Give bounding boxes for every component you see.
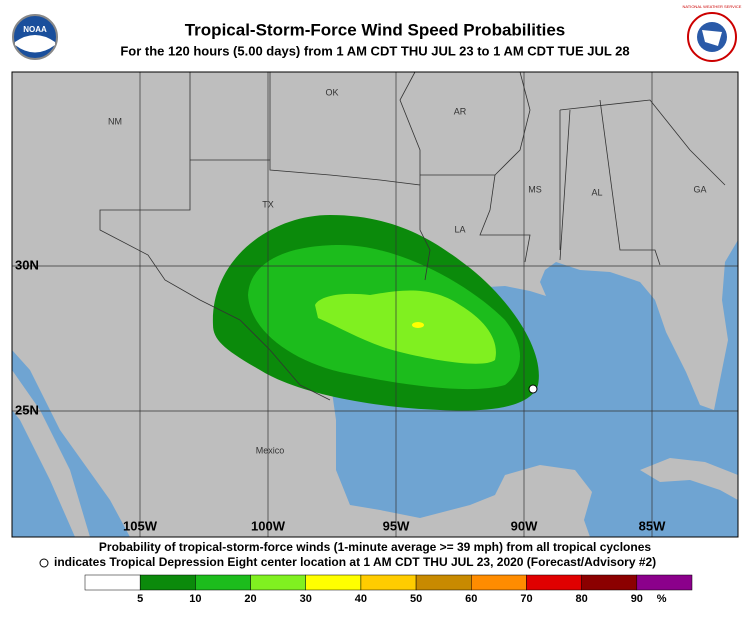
legend-label: 60	[465, 593, 477, 605]
storm-center	[528, 384, 538, 394]
legend-label: 10	[189, 593, 201, 605]
contour-30	[412, 322, 424, 328]
place-label: GA	[693, 184, 706, 194]
logo-text: NOAA	[23, 25, 47, 34]
legend-swatch	[139, 574, 196, 591]
lon-label: 85W	[639, 518, 666, 533]
lat-label: 30N	[15, 257, 39, 272]
legend: 5 10 20 30 40 50 60 70 80 90%	[84, 574, 693, 605]
map: NM OK AR TX LA MS AL GA Mexico 30N 25N 105W 100W 95W 9…	[11, 71, 739, 538]
cuba	[640, 458, 738, 500]
borders	[99, 71, 726, 401]
lon-label: 95W	[383, 518, 410, 533]
title: Tropical-Storm-Force Wind Speed Probabil…	[185, 20, 566, 39]
place-label: NM	[108, 116, 122, 126]
legend-swatch	[360, 574, 417, 591]
lon-label: 105W	[123, 518, 158, 533]
legend-swatch	[415, 574, 472, 591]
caption-line: indicates Tropical Depression Eight cent…	[54, 555, 656, 569]
legend-swatch	[526, 574, 582, 591]
legend-label: 70	[520, 593, 532, 605]
probability-contours	[212, 215, 539, 411]
legend-label: 50	[410, 593, 422, 605]
place-label: Mexico	[256, 445, 285, 455]
place-label: OK	[325, 87, 338, 97]
legend-swatch	[250, 574, 306, 591]
legend-unit: %	[657, 593, 667, 605]
legend-swatch	[471, 574, 527, 591]
contour-20	[315, 290, 496, 364]
legend-swatch	[636, 574, 693, 591]
place-label: LA	[454, 224, 465, 234]
legend-swatch	[581, 574, 638, 591]
place-label: TX	[262, 199, 274, 209]
place-label: MS	[528, 184, 542, 194]
place-label: AL	[591, 187, 602, 197]
nws-logo: NATIONAL WEATHER SERVICE	[683, 4, 742, 62]
caption-line: Probability of tropical-storm-force wind…	[99, 540, 651, 554]
graticule	[12, 72, 738, 537]
land	[12, 72, 738, 537]
legend-label: 20	[244, 593, 256, 605]
subtitle: For the 120 hours (5.00 days) from 1 AM …	[120, 43, 629, 58]
lon-label: 90W	[511, 518, 538, 533]
legend-label: 80	[576, 593, 588, 605]
legend-label: 90	[631, 593, 643, 605]
legend-label: 5	[137, 593, 143, 605]
legend-label: 40	[355, 593, 367, 605]
logo-text: NATIONAL WEATHER SERVICE	[683, 4, 742, 9]
place-label: AR	[454, 106, 467, 116]
noaa-logo: NOAA	[12, 14, 58, 60]
lat-label: 25N	[15, 402, 39, 417]
caption-marker	[39, 558, 49, 568]
legend-swatch	[305, 574, 362, 591]
map-labels: NM OK AR TX LA MS AL GA Mexico 30N 25N 105W 100W 95W 9…	[15, 87, 707, 533]
baja	[12, 370, 90, 537]
legend-swatch	[195, 574, 251, 591]
map-frame	[11, 71, 739, 538]
lon-label: 100W	[251, 518, 286, 533]
legend-label: 30	[300, 593, 312, 605]
legend-swatch	[84, 574, 141, 591]
